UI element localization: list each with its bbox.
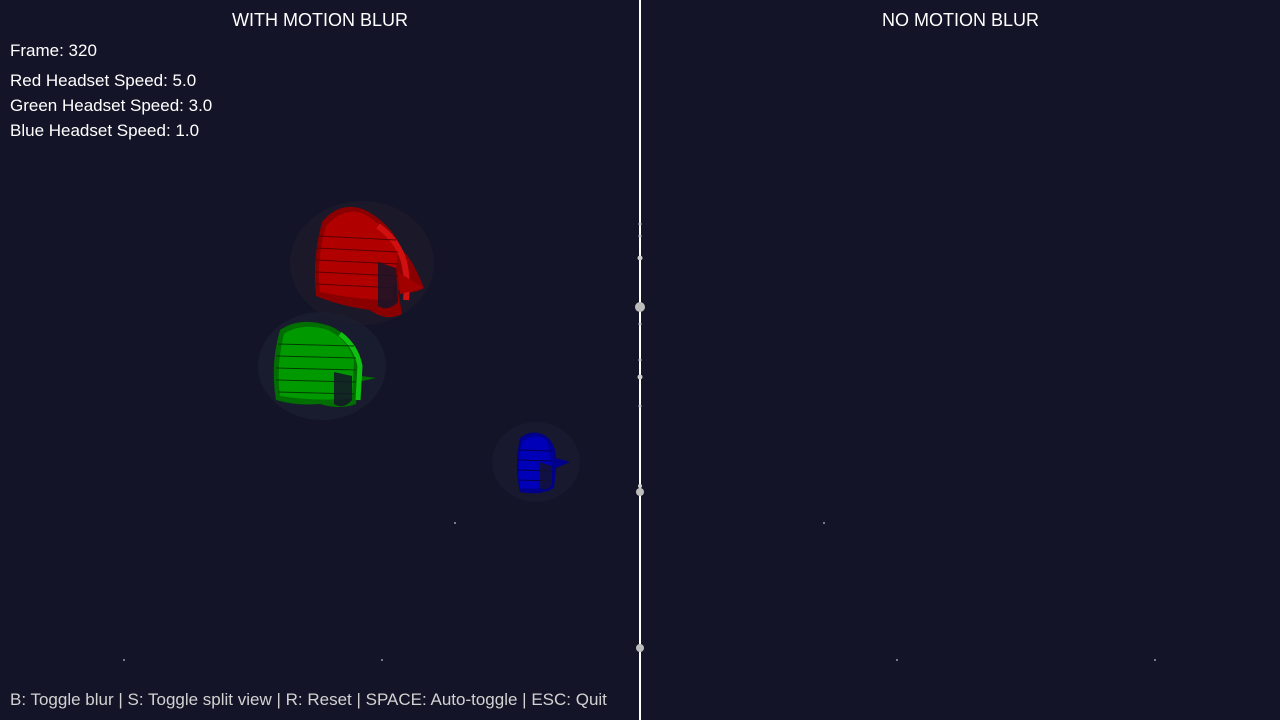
motion-blur-pane-title: WITH MOTION BLUR xyxy=(232,10,408,30)
star-dot-icon xyxy=(823,522,825,524)
red-headset-icon xyxy=(290,201,434,325)
motion-blur-pane: WITH MOTION BLUR Frame: 320 Red Headset … xyxy=(10,10,580,661)
split-divider[interactable] xyxy=(639,0,641,720)
no-motion-blur-scene xyxy=(823,522,1156,661)
green-headset-speed: Green Headset Speed: 3.0 xyxy=(10,96,213,115)
green-headset-icon xyxy=(258,312,386,420)
blue-headset-icon xyxy=(492,422,580,502)
star-dot-icon xyxy=(123,659,125,661)
star-dot-icon xyxy=(896,659,898,661)
frame-counter: Frame: 320 xyxy=(10,41,97,60)
controls-hint: B: Toggle blur | S: Toggle split view | … xyxy=(10,690,607,709)
star-dot-icon xyxy=(454,522,456,524)
no-motion-blur-pane: NO MOTION BLUR xyxy=(641,0,1280,720)
motion-blur-scene xyxy=(123,201,580,661)
star-dot-icon xyxy=(1154,659,1156,661)
no-motion-blur-pane-title: NO MOTION BLUR xyxy=(881,10,1039,30)
star-dot-icon xyxy=(381,659,383,661)
blue-headset-speed: Blue Headset Speed: 1.0 xyxy=(10,121,200,140)
red-headset-speed: Red Headset Speed: 5.0 xyxy=(10,71,197,90)
